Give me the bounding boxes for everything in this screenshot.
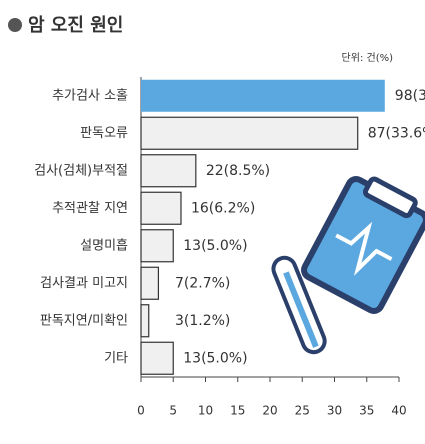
category-label: 판독지연/미확인 bbox=[40, 313, 128, 328]
x-tick-label: 15 bbox=[230, 404, 245, 418]
bar bbox=[140, 229, 174, 263]
bar bbox=[140, 304, 150, 338]
value-label: 87(33.6%) bbox=[368, 125, 425, 141]
value-label: 13(5.0%) bbox=[183, 350, 247, 366]
category-label: 추가검사 소홀 bbox=[52, 88, 128, 103]
value-label: 98(37.8%) bbox=[395, 88, 425, 104]
clipboard-icon bbox=[301, 176, 425, 314]
bar bbox=[140, 191, 182, 225]
value-label: 7(2.7%) bbox=[175, 275, 230, 291]
title-bullet bbox=[8, 18, 22, 32]
value-label: 16(6.2%) bbox=[191, 200, 255, 216]
category-label: 추적관찰 지연 bbox=[52, 201, 128, 216]
category-label: 판독오류 bbox=[80, 126, 128, 141]
x-tick-label: 10 bbox=[198, 404, 213, 418]
unit-label: 단위: 건(%) bbox=[342, 51, 394, 64]
x-tick-label: 35 bbox=[359, 404, 374, 418]
category-label: 검사결과 미고지 bbox=[40, 276, 128, 291]
x-tick-label: 25 bbox=[295, 404, 310, 418]
x-tick-label: 40 bbox=[391, 404, 406, 418]
thermometer-icon bbox=[271, 255, 327, 355]
x-tick-label: 5 bbox=[169, 404, 177, 418]
chart-title: 암 오진 원인 bbox=[28, 15, 123, 36]
value-label: 3(1.2%) bbox=[175, 313, 230, 329]
value-label: 22(8.5%) bbox=[206, 163, 270, 179]
bar bbox=[140, 154, 197, 188]
bar bbox=[140, 341, 174, 375]
bar bbox=[140, 266, 160, 300]
category-label: 검사(검체)부적절 bbox=[34, 163, 128, 178]
category-label: 기타 bbox=[104, 351, 128, 366]
x-tick-label: 0 bbox=[137, 404, 145, 418]
bar bbox=[141, 79, 385, 112]
bar bbox=[140, 116, 359, 150]
x-tick-label: 30 bbox=[327, 404, 342, 418]
x-tick-label: 20 bbox=[262, 404, 277, 418]
value-label: 13(5.0%) bbox=[183, 238, 247, 254]
category-label: 설명미흡 bbox=[80, 238, 128, 253]
